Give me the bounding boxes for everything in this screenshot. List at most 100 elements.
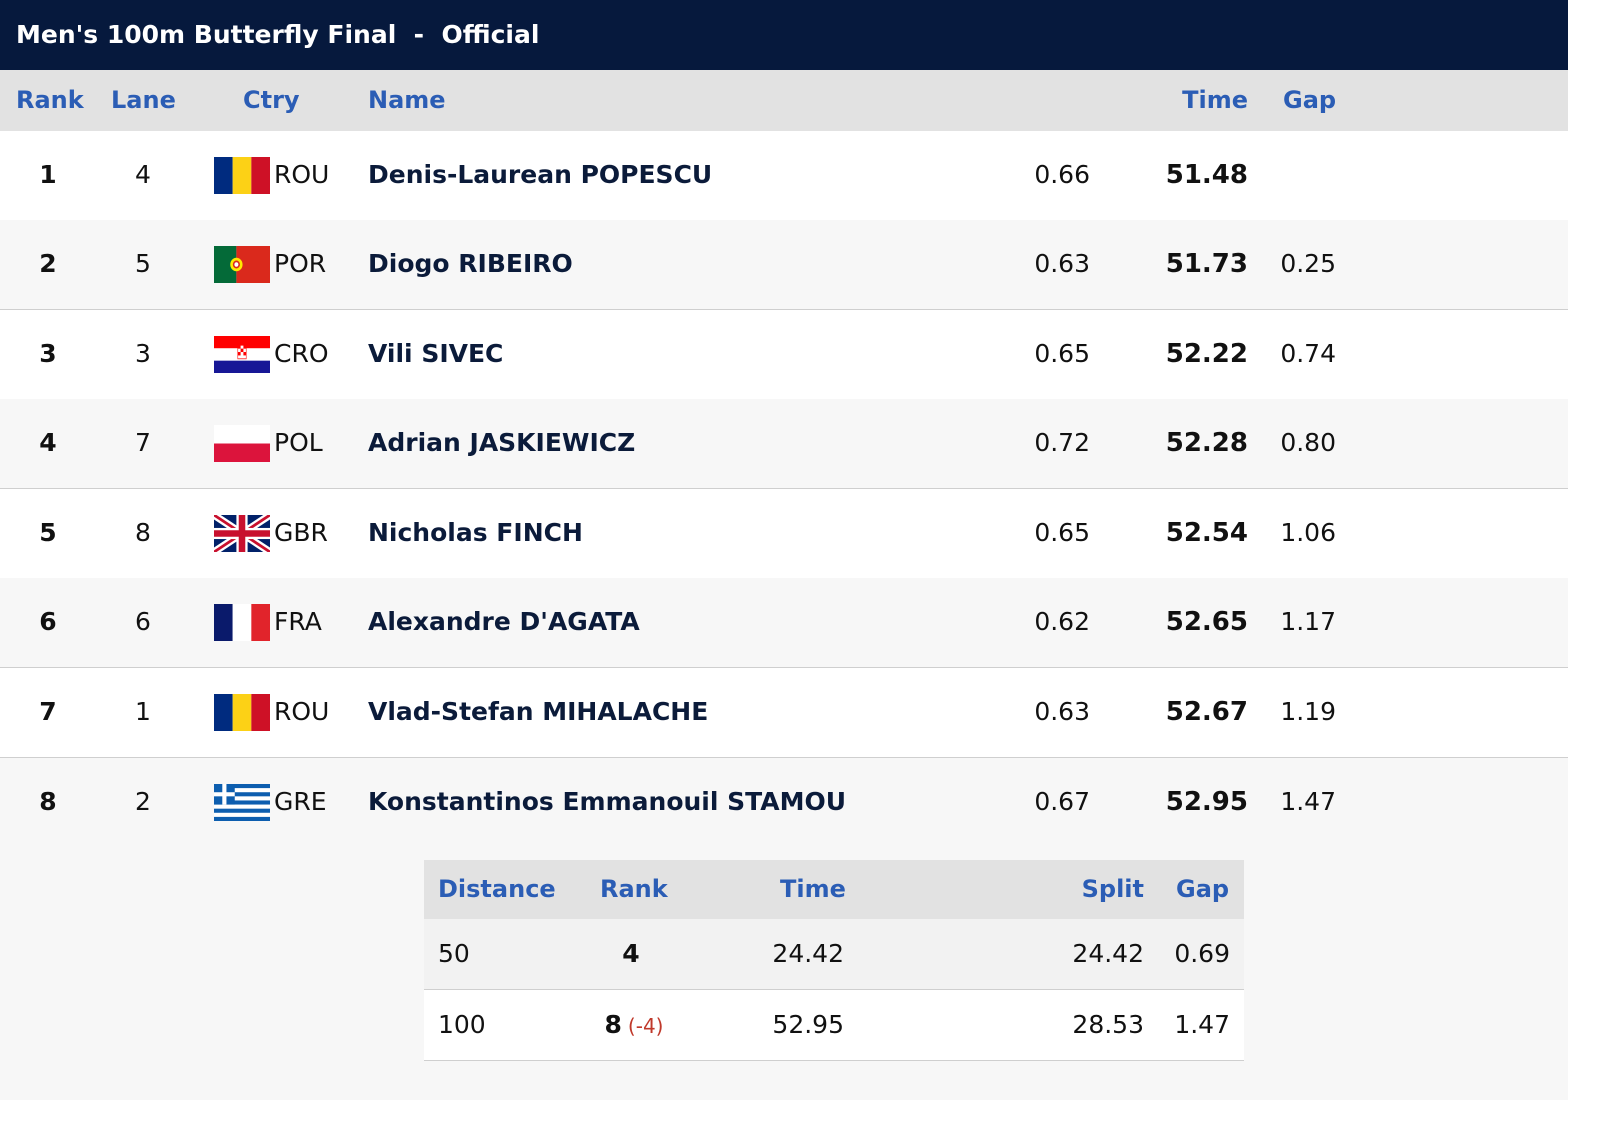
gap-cell: 1.19 [1280, 697, 1336, 726]
reaction-time: 0.67 [1034, 787, 1090, 816]
column-header-rank[interactable]: Rank [16, 86, 84, 114]
table-row[interactable]: 1 4 ROU Denis-Laurean POPESCU 0.66 51.48 [0, 131, 1568, 221]
split-rank: 4 [574, 919, 694, 989]
athlete-name[interactable]: Adrian JASKIEWICZ [368, 428, 636, 457]
lane-cell: 8 [135, 518, 151, 547]
split-gap: 0.69 [1174, 939, 1230, 968]
country-code: GRE [274, 787, 327, 816]
split-distance: 50 [438, 939, 470, 968]
uk-flag-icon [214, 515, 270, 552]
page-title: Men's 100m Butterfly Final - Official [0, 0, 1568, 70]
athlete-name[interactable]: Vlad-Stefan MIHALACHE [368, 697, 709, 726]
reaction-time: 0.65 [1034, 518, 1090, 547]
final-time: 51.73 [1165, 249, 1248, 279]
rank-cell: 8 [39, 787, 57, 816]
reaction-time: 0.62 [1034, 607, 1090, 636]
column-header-gap[interactable]: Gap [1283, 86, 1337, 114]
romania-flag-icon [214, 694, 270, 731]
split-rank-value: 8 [604, 1010, 622, 1039]
table-row[interactable]: 5 8 GBR Nicholas FINCH 0.65 52.54 1.06 [0, 489, 1568, 579]
final-time: 52.67 [1165, 697, 1248, 727]
table-row[interactable]: 6 6 FRA Alexandre D'AGATA 0.62 52.65 1.1… [0, 578, 1568, 668]
splits-row: 100 8 (-4) 52.95 28.53 1.47 [424, 990, 1244, 1061]
portugal-flag-icon [214, 246, 270, 283]
croatia-flag-icon [214, 336, 270, 373]
split-distance: 100 [438, 1010, 486, 1039]
country-code: ROU [274, 160, 330, 189]
reaction-time: 0.65 [1034, 339, 1090, 368]
column-header-name[interactable]: Name [368, 86, 446, 114]
lane-cell: 3 [135, 339, 151, 368]
final-time: 52.54 [1165, 518, 1248, 548]
athlete-name[interactable]: Konstantinos Emmanouil STAMOU [368, 787, 847, 816]
athlete-name[interactable]: Diogo RIBEIRO [368, 249, 573, 278]
country-code: FRA [274, 607, 322, 636]
splits-table-header: Distance Rank Time Split Gap [424, 860, 1244, 919]
lane-cell: 5 [135, 249, 151, 278]
gap-cell: 0.74 [1280, 339, 1336, 368]
country-code: CRO [274, 339, 329, 368]
split-rank: 8 (-4) [574, 990, 694, 1060]
rank-cell: 5 [39, 518, 57, 547]
table-row[interactable]: 7 1 ROU Vlad-Stefan MIHALACHE 0.63 52.67… [0, 668, 1568, 758]
table-row[interactable]: 2 5 POR Diogo RIBEIRO 0.63 51.73 0.25 [0, 220, 1568, 310]
splits-header-distance: Distance [438, 875, 556, 903]
reaction-time: 0.66 [1034, 160, 1090, 189]
splits-row: 50 4 24.42 24.42 0.69 [424, 919, 1244, 990]
split-cumulative-time: 24.42 [772, 939, 844, 968]
splits-header-time: Time [780, 875, 846, 903]
split-gap: 1.47 [1174, 1010, 1230, 1039]
romania-flag-icon [214, 157, 270, 194]
column-header-time[interactable]: Time [1182, 86, 1248, 114]
splits-header-gap: Gap [1176, 875, 1230, 903]
country-code: GBR [274, 518, 328, 547]
rank-cell: 3 [39, 339, 57, 368]
reaction-time: 0.63 [1034, 697, 1090, 726]
gap-cell: 1.06 [1280, 518, 1336, 547]
final-time: 51.48 [1165, 160, 1248, 190]
final-time: 52.22 [1165, 339, 1248, 369]
reaction-time: 0.63 [1034, 249, 1090, 278]
athlete-name[interactable]: Alexandre D'AGATA [368, 607, 640, 636]
france-flag-icon [214, 604, 270, 641]
poland-flag-icon [214, 425, 270, 462]
splits-header-split: Split [1081, 875, 1144, 903]
gap-cell: 0.80 [1280, 428, 1336, 457]
reaction-time: 0.72 [1034, 428, 1090, 457]
column-header-ctry[interactable]: Ctry [243, 86, 300, 114]
split-rank-delta: (-4) [627, 1014, 664, 1038]
rank-cell: 7 [39, 697, 57, 726]
lane-cell: 6 [135, 607, 151, 636]
country-code: POR [274, 249, 327, 278]
rank-cell: 4 [39, 428, 57, 457]
final-time: 52.65 [1165, 607, 1248, 637]
country-code: POL [274, 428, 323, 457]
gap-cell: 0.25 [1280, 249, 1336, 278]
gap-cell: 1.47 [1280, 787, 1336, 816]
splits-table: Distance Rank Time Split Gap 50 4 24.42 … [424, 860, 1244, 1061]
rank-cell: 6 [39, 607, 57, 636]
splits-header-rank: Rank [600, 875, 668, 903]
column-header-lane[interactable]: Lane [111, 86, 176, 114]
rank-cell: 2 [39, 249, 57, 278]
greece-flag-icon [214, 784, 270, 821]
lane-cell: 4 [135, 160, 151, 189]
table-row[interactable]: 3 3 CRO Vili SIVEC 0.65 52.22 0.74 [0, 310, 1568, 400]
split-time: 24.42 [1072, 939, 1144, 968]
results-table-header: Rank Lane Ctry Name Time Gap [0, 70, 1568, 131]
rank-cell: 1 [39, 160, 57, 189]
lane-cell: 2 [135, 787, 151, 816]
lane-cell: 7 [135, 428, 151, 457]
split-rank-value: 4 [622, 939, 640, 968]
country-code: ROU [274, 697, 330, 726]
athlete-name[interactable]: Vili SIVEC [368, 339, 504, 368]
split-time: 28.53 [1072, 1010, 1144, 1039]
athlete-name[interactable]: Nicholas FINCH [368, 518, 583, 547]
final-time: 52.28 [1165, 428, 1248, 458]
lane-cell: 1 [135, 697, 151, 726]
gap-cell: 1.17 [1280, 607, 1336, 636]
table-row[interactable]: 4 7 POL Adrian JASKIEWICZ 0.72 52.28 0.8… [0, 399, 1568, 489]
athlete-name[interactable]: Denis-Laurean POPESCU [368, 160, 713, 189]
gap-cell [1240, 131, 1336, 219]
split-cumulative-time: 52.95 [772, 1010, 844, 1039]
